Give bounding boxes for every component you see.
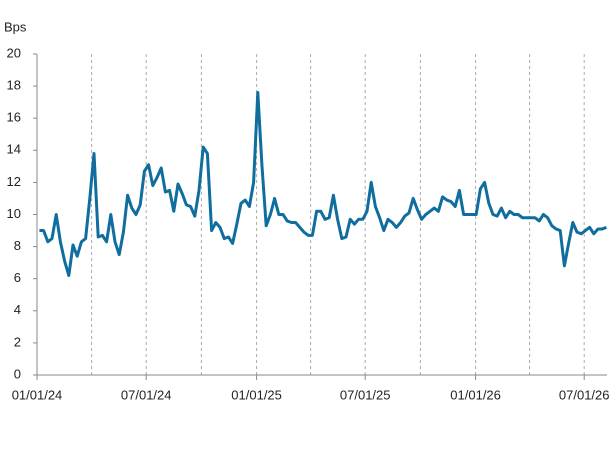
x-tick-label: 07/01/26 (559, 387, 610, 402)
y-tick-label: 10 (7, 206, 21, 221)
x-tick-label: 07/01/25 (340, 387, 391, 402)
y-tick-label: 16 (7, 110, 21, 125)
x-tick-label: 01/01/26 (450, 387, 501, 402)
x-tick-label: 01/01/24 (12, 387, 63, 402)
y-axis-label: Bps (4, 19, 27, 34)
y-tick-label: 20 (7, 45, 21, 60)
y-tick-label: 4 (14, 302, 21, 317)
y-tick-label: 2 (14, 334, 21, 349)
y-tick-label: 0 (14, 366, 21, 381)
x-tick-label: 07/01/24 (121, 387, 172, 402)
x-tick-label: 01/01/25 (231, 387, 282, 402)
data-line (39, 91, 607, 277)
y-tick-label: 6 (14, 270, 21, 285)
y-tick-label: 12 (7, 174, 21, 189)
y-tick-label: 18 (7, 78, 21, 93)
y-tick-label: 14 (7, 142, 21, 157)
y-tick-label: 8 (14, 238, 21, 253)
